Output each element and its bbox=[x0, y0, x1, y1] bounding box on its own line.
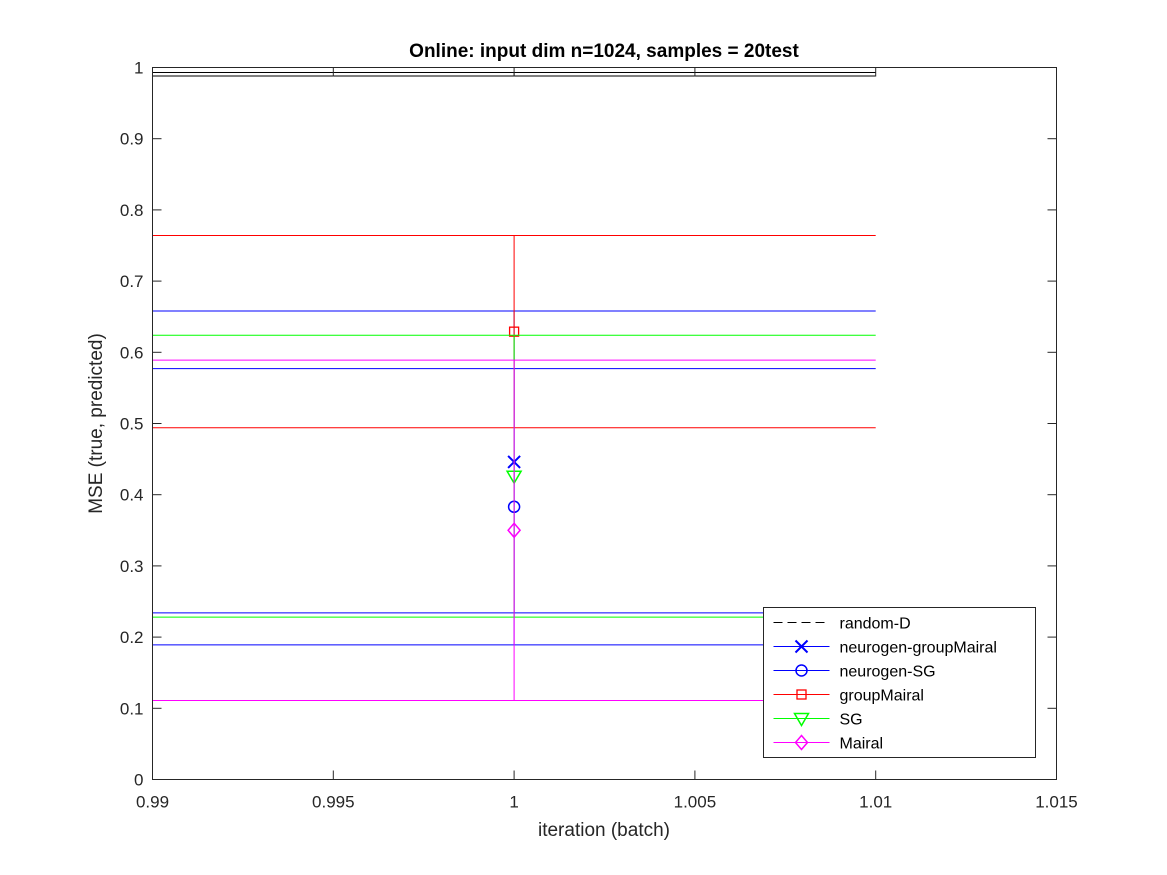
y-tick-label: 1 bbox=[134, 59, 143, 78]
legend-label: Mairal bbox=[840, 736, 884, 753]
chart-title: Online: input dim n=1024, samples = 20te… bbox=[409, 41, 799, 62]
data-layer bbox=[152, 71, 876, 701]
y-tick-label: 0.9 bbox=[120, 130, 144, 149]
legend: random-D neurogen-groupMairal neurogen-SG g… bbox=[763, 607, 1036, 758]
legend-label: SG bbox=[840, 712, 863, 729]
legend-label: groupMairal bbox=[840, 688, 924, 705]
legend-box bbox=[763, 607, 1036, 758]
x-tick-label: 1.01 bbox=[859, 793, 892, 812]
y-tick-label: 0.5 bbox=[120, 415, 144, 434]
legend-marker bbox=[795, 664, 808, 677]
legend-entry-5: Mairal bbox=[773, 734, 884, 753]
y-tick-label: 0.4 bbox=[120, 486, 144, 505]
y-tick-label: 0.6 bbox=[120, 343, 144, 362]
legend-entry-2: neurogen-SG bbox=[773, 664, 936, 681]
y-tick-label: 0.2 bbox=[120, 628, 144, 647]
legend-entry-0: random-D bbox=[773, 616, 911, 633]
legend-label: random-D bbox=[840, 616, 911, 633]
data-point-marker bbox=[507, 522, 522, 539]
x-tick-label: 1 bbox=[509, 793, 518, 812]
series-5 bbox=[152, 359, 876, 701]
x-tick-label: 0.995 bbox=[312, 793, 355, 812]
legend-entry-3: groupMairal bbox=[773, 688, 924, 705]
x-tick-label: 1.005 bbox=[674, 793, 717, 812]
legend-marker bbox=[794, 734, 809, 751]
legend-label: neurogen-groupMairal bbox=[840, 640, 997, 657]
x-tick-label: 1.015 bbox=[1035, 793, 1078, 812]
legend-entry-4: SG bbox=[773, 712, 863, 729]
legend-label: neurogen-SG bbox=[840, 664, 936, 681]
legend-marker bbox=[796, 689, 807, 700]
legend-marker bbox=[793, 712, 810, 727]
y-axis-label: MSE (true, predicted) bbox=[86, 333, 107, 514]
y-tick-label: 0.8 bbox=[120, 201, 144, 220]
y-tick-label: 0.7 bbox=[120, 272, 144, 291]
legend-entry-1: neurogen-groupMairal bbox=[773, 639, 997, 657]
y-tick-label: 0.1 bbox=[120, 699, 144, 718]
axes: 0.99 0.995 1 1.005 1.01 1.015 0 0.1 0.2 0.3 0.4 0.5… bbox=[120, 59, 1078, 812]
y-tick-label: 0.3 bbox=[120, 557, 144, 576]
legend-marker bbox=[794, 639, 809, 654]
x-tick-label: 0.99 bbox=[136, 793, 169, 812]
x-axis-label: iteration (batch) bbox=[538, 820, 670, 841]
y-tick-label: 0 bbox=[134, 771, 143, 790]
